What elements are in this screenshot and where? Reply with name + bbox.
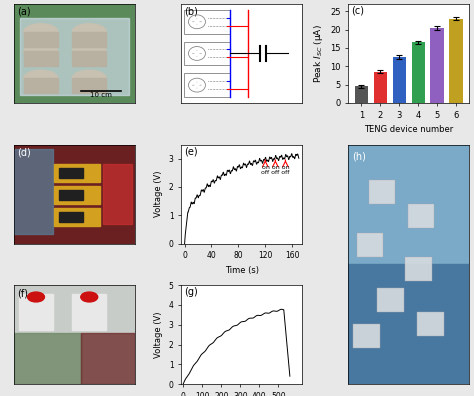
Text: (c): (c) [351, 6, 364, 16]
Bar [73, 51, 106, 66]
Text: (f): (f) [17, 288, 27, 298]
Bar [374, 72, 387, 103]
Bar [102, 164, 132, 224]
Ellipse shape [73, 44, 106, 59]
Bar [417, 312, 444, 336]
Bar [183, 10, 229, 34]
Bar [449, 19, 463, 103]
Ellipse shape [24, 44, 58, 59]
Bar [20, 18, 129, 95]
Bar [355, 86, 368, 103]
Ellipse shape [24, 70, 58, 86]
Bar [183, 42, 229, 65]
Bar [392, 57, 406, 103]
Bar [81, 333, 135, 384]
Bar [408, 204, 434, 228]
Bar [24, 32, 58, 46]
Ellipse shape [27, 292, 45, 302]
Text: on on on: on on on [262, 165, 289, 169]
Text: (b): (b) [183, 7, 198, 17]
Y-axis label: Voltage (V): Voltage (V) [154, 311, 163, 358]
Text: off off off: off off off [261, 170, 290, 175]
Bar [411, 42, 425, 103]
Bar [369, 181, 395, 204]
Y-axis label: Voltage (V): Voltage (V) [154, 171, 163, 217]
Text: (g): (g) [183, 287, 197, 297]
Bar [24, 78, 58, 93]
X-axis label: Time (s): Time (s) [225, 266, 259, 275]
Bar [357, 233, 383, 257]
Bar [54, 164, 100, 182]
Bar [405, 257, 432, 281]
Bar [353, 324, 380, 348]
Bar [377, 288, 404, 312]
Bar [54, 208, 100, 226]
X-axis label: TENG device number: TENG device number [364, 125, 453, 134]
Ellipse shape [81, 292, 98, 302]
Ellipse shape [73, 24, 106, 40]
Text: 10 cm: 10 cm [91, 92, 112, 98]
Bar [59, 190, 83, 200]
Text: (a): (a) [17, 7, 30, 17]
Text: (d): (d) [17, 147, 30, 158]
Bar [59, 168, 83, 178]
Bar [24, 51, 58, 66]
Bar [348, 265, 469, 384]
Bar [14, 333, 81, 384]
Bar [54, 186, 100, 204]
Bar [73, 32, 106, 46]
Bar [183, 73, 229, 97]
Bar [73, 294, 106, 329]
Bar [348, 145, 469, 265]
Bar [19, 294, 53, 329]
Text: (e): (e) [183, 147, 197, 156]
Bar [430, 28, 444, 103]
Bar [14, 149, 53, 234]
Bar [59, 212, 83, 222]
Ellipse shape [24, 24, 58, 40]
Bar [73, 78, 106, 93]
Y-axis label: Peak $I_{SC}$ (μA): Peak $I_{SC}$ (μA) [311, 24, 325, 83]
Ellipse shape [73, 70, 106, 86]
Text: (h): (h) [352, 152, 366, 162]
